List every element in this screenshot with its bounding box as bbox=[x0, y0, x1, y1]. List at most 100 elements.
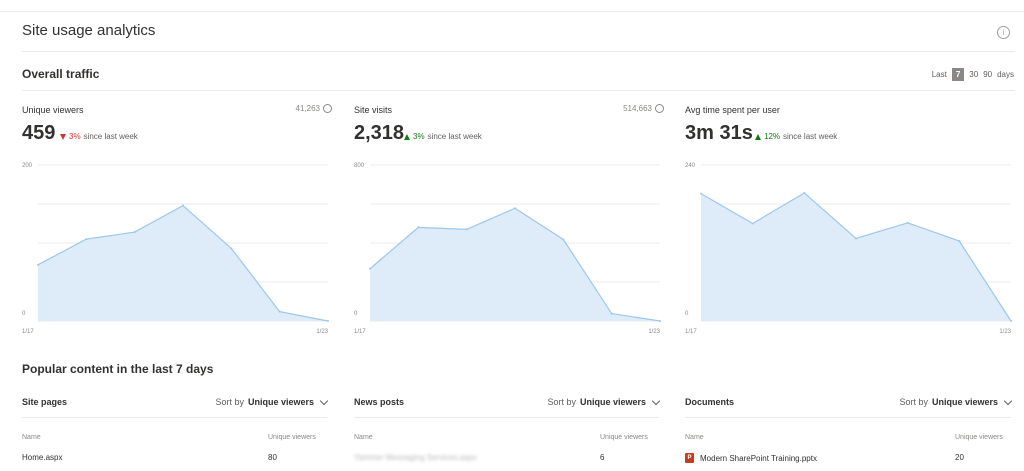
metric-site-visits: Site visits 514,663 2,318 3% since last … bbox=[354, 100, 664, 340]
site-visits-chart: 800 0 1/17 1/23 bbox=[354, 163, 661, 335]
metric-change: 3% since last week bbox=[404, 132, 482, 141]
metric-label: Avg time spent per user bbox=[685, 105, 780, 115]
column-header-unique-viewers: Unique viewers bbox=[268, 434, 316, 441]
item-name[interactable]: Home.aspx bbox=[22, 453, 63, 462]
list-title: Site pages bbox=[22, 397, 68, 407]
chart-point bbox=[230, 247, 233, 250]
x-tick-label: 1/17 bbox=[22, 329, 34, 335]
list-item[interactable]: P Modern SharePoint Training.pptx bbox=[685, 453, 817, 463]
top-divider bbox=[0, 11, 1024, 12]
chart-point bbox=[562, 238, 565, 241]
chart-point bbox=[855, 237, 857, 240]
metric-unique-viewers: Unique viewers 41,263 459 3% since last … bbox=[22, 100, 332, 340]
metric-value: 2,318 bbox=[354, 122, 405, 144]
item-value: 6 bbox=[600, 453, 605, 462]
sort-dropdown[interactable]: Sort by Unique viewers bbox=[547, 396, 661, 407]
x-tick-label: 1/17 bbox=[685, 329, 697, 335]
chart-point bbox=[610, 312, 613, 315]
y-tick-label: 0 bbox=[354, 311, 358, 317]
arrow-up-icon bbox=[404, 133, 410, 140]
chevron-down-icon bbox=[1003, 396, 1013, 405]
column-header-name: Name bbox=[22, 434, 41, 441]
chart-point bbox=[514, 207, 516, 210]
x-tick-label: 1/23 bbox=[316, 329, 328, 335]
chart-point bbox=[369, 267, 371, 270]
list-item[interactable]: Yammer Messaging Services.aspx bbox=[354, 453, 477, 462]
header-divider bbox=[22, 51, 1015, 52]
range-option-30[interactable]: 30 bbox=[969, 70, 979, 79]
item-name[interactable]: Modern SharePoint Training.pptx bbox=[700, 453, 817, 463]
sort-prefix: Sort by bbox=[215, 397, 244, 407]
chart-point bbox=[803, 191, 806, 194]
y-tick-label: 0 bbox=[685, 311, 689, 317]
metric-label: Site visits bbox=[354, 105, 393, 115]
chart-point bbox=[85, 238, 88, 241]
news-posts-list: News posts Sort by Unique viewers Name U… bbox=[354, 396, 661, 471]
x-tick-label: 1/17 bbox=[354, 329, 366, 335]
metric-change: 3% since last week bbox=[60, 132, 138, 141]
range-option-7[interactable]: 7 bbox=[951, 68, 965, 81]
avg-time-chart: 240 0 1/17 1/23 bbox=[685, 163, 1012, 335]
sort-dropdown[interactable]: Sort by Unique viewers bbox=[899, 396, 1013, 407]
range-suffix: days bbox=[997, 70, 1014, 79]
column-header-name: Name bbox=[354, 434, 373, 441]
metric-value: 3m 31s bbox=[685, 122, 753, 144]
list-item[interactable]: Home.aspx bbox=[22, 453, 62, 462]
documents-list: Documents Sort by Unique viewers Name Un… bbox=[685, 396, 1013, 471]
metric-change: 12% since last week bbox=[755, 132, 837, 141]
change-since: since last week bbox=[83, 132, 138, 141]
chart-point bbox=[465, 228, 468, 231]
metric-avg-time: Avg time spent per user 3m 31s 12% since… bbox=[685, 100, 1012, 340]
page-title: Site usage analytics bbox=[22, 22, 156, 39]
arrow-down-icon bbox=[60, 133, 66, 140]
powerpoint-file-icon: P bbox=[685, 453, 694, 463]
change-percent: 3% bbox=[69, 132, 81, 141]
chart-area bbox=[38, 205, 328, 321]
y-tick-label: 200 bbox=[22, 163, 33, 169]
chart-point bbox=[906, 221, 909, 224]
unique-viewers-chart: 200 0 1/17 1/23 bbox=[22, 163, 329, 335]
column-header-unique-viewers: Unique viewers bbox=[955, 434, 1003, 441]
time-range-selector: Last 7 30 90 days bbox=[932, 68, 1014, 81]
column-header-name: Name bbox=[685, 434, 704, 441]
change-since: since last week bbox=[427, 132, 482, 141]
item-value: 80 bbox=[268, 453, 277, 462]
y-tick-label: 0 bbox=[22, 311, 26, 317]
sort-prefix: Sort by bbox=[547, 397, 576, 407]
chevron-down-icon bbox=[319, 396, 329, 405]
metric-label: Unique viewers bbox=[22, 105, 84, 115]
popular-content-title: Popular content in the last 7 days bbox=[22, 362, 214, 376]
x-tick-label: 1/23 bbox=[648, 329, 660, 335]
chart-point bbox=[958, 240, 961, 243]
y-tick-label: 800 bbox=[354, 163, 365, 169]
y-tick-label: 240 bbox=[685, 163, 696, 169]
chart-point bbox=[133, 231, 136, 234]
change-since: since last week bbox=[783, 132, 838, 141]
list-title: News posts bbox=[354, 397, 405, 407]
chart-point bbox=[327, 320, 329, 322]
metric-total: 41,263 bbox=[296, 104, 332, 113]
site-pages-list: Site pages Sort by Unique viewers Name U… bbox=[22, 396, 329, 471]
arrow-up-icon bbox=[755, 133, 761, 140]
chart-point bbox=[37, 263, 39, 266]
metric-value: 459 bbox=[22, 122, 56, 144]
sort-dropdown[interactable]: Sort by Unique viewers bbox=[215, 396, 329, 407]
chart-point bbox=[751, 222, 754, 225]
list-divider bbox=[685, 417, 1011, 418]
sort-value: Unique viewers bbox=[247, 397, 314, 407]
change-percent: 12% bbox=[764, 132, 781, 141]
chart-point bbox=[1010, 320, 1012, 322]
clock-icon bbox=[655, 104, 664, 113]
metric-total-value: 514,663 bbox=[623, 104, 652, 113]
sort-value: Unique viewers bbox=[579, 397, 646, 407]
item-name[interactable]: Yammer Messaging Services.aspx bbox=[354, 453, 477, 462]
change-percent: 3% bbox=[413, 132, 425, 141]
column-header-unique-viewers: Unique viewers bbox=[600, 434, 648, 441]
range-option-90[interactable]: 90 bbox=[983, 70, 993, 79]
chart-point bbox=[182, 204, 184, 207]
chart-area bbox=[370, 208, 660, 321]
range-prefix: Last bbox=[931, 70, 947, 79]
metric-total: 514,663 bbox=[623, 104, 664, 113]
info-icon[interactable]: i bbox=[997, 26, 1010, 39]
sort-value: Unique viewers bbox=[931, 397, 998, 407]
